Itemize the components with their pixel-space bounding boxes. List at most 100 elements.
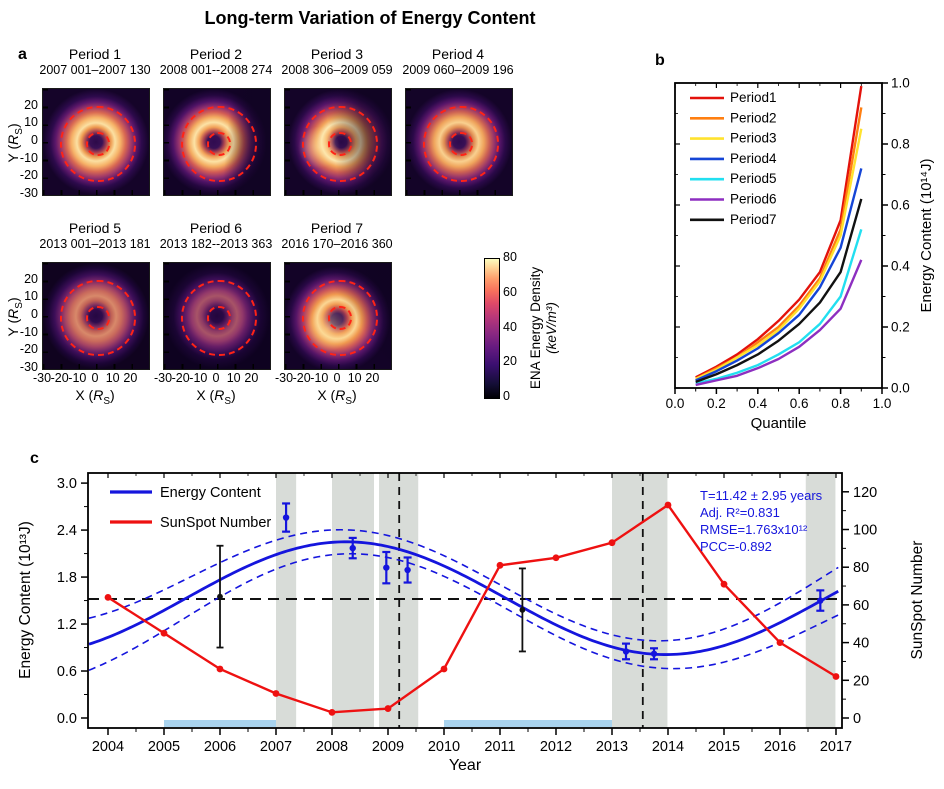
- c-energy-point: [622, 648, 630, 655]
- y-tick-label: 0: [31, 133, 38, 147]
- dashed-circle-outer: [181, 280, 257, 356]
- c-left-tick: 1.8: [57, 570, 77, 586]
- x-tick-label: -20: [292, 371, 311, 385]
- b-legend-label: Period3: [730, 131, 777, 146]
- b-x-tick: 0.6: [790, 396, 809, 411]
- c-sunspot-point: [552, 554, 560, 562]
- heatmap: [284, 262, 392, 370]
- x-tick-label: -30: [32, 371, 52, 385]
- b-legend-label: Period4: [730, 151, 777, 166]
- b-legend-label: Period5: [730, 171, 777, 186]
- c-x-tick: 2012: [540, 739, 572, 755]
- c-energy-point: [282, 514, 290, 521]
- c-x-tick: 2016: [764, 739, 796, 755]
- dashed-circle-outer: [302, 106, 378, 182]
- dashed-circle-inner: [86, 306, 110, 330]
- c-sunspot-point: [496, 561, 504, 569]
- period-dates: 2008 306–2009 059: [281, 63, 393, 77]
- c-sunspot-point: [160, 629, 168, 637]
- period-title: Period 3: [310, 46, 364, 62]
- colorbar-tick-label: 20: [503, 354, 517, 369]
- c-right-tick: 0: [853, 711, 861, 727]
- x-tick-label: 10: [105, 371, 120, 385]
- b-y-axis-title: Energy Content (10¹⁴J): [918, 158, 935, 312]
- colorbar-tick-label: 80: [503, 250, 517, 264]
- c-x-tick: 2005: [148, 739, 180, 755]
- period-dates: 2007 001–2007 130: [39, 63, 151, 77]
- c-x-tick: 2008: [316, 739, 348, 755]
- y-tick-label: 10: [24, 289, 38, 304]
- dashed-circle-outer: [60, 280, 136, 356]
- b-y-tick: 0.8: [891, 137, 910, 152]
- b-y-tick: 0.2: [891, 320, 910, 335]
- period-title: Period 5: [68, 220, 122, 236]
- c-sunspot-point: [664, 501, 672, 509]
- dashed-circle-inner: [449, 132, 473, 156]
- dashed-circle-outer: [302, 280, 378, 356]
- c-sunspot-point: [216, 665, 224, 673]
- panel-c-label: c: [30, 450, 39, 467]
- heatmap: [163, 88, 271, 196]
- c-left-tick: 1.2: [57, 617, 77, 633]
- c-left-tick: 0.6: [57, 664, 77, 680]
- x-tick-label: -20: [171, 371, 190, 385]
- y-tick-label: 0: [31, 307, 38, 321]
- period-title: Period 2: [189, 46, 243, 62]
- c-right-tick: 20: [853, 673, 869, 689]
- panel-a-label: a: [18, 46, 27, 63]
- c-right-tick: 100: [853, 523, 877, 539]
- y-tick-label: -10: [19, 324, 38, 339]
- period-dates: 2008 001--2008 274: [159, 63, 273, 77]
- c-right-tick: 120: [853, 485, 877, 501]
- c-right-axis-title: SunSpot Number: [909, 541, 926, 660]
- panel-c-timeseries-chart: 2004 2005 2006 2007 2008 2009 2010 2011 2012 2013…: [17, 472, 926, 774]
- c-annotation-line: Adj. R²=0.831: [700, 505, 780, 520]
- c-period-band: [612, 473, 668, 728]
- heatmap: [42, 88, 150, 196]
- c-sunspot-point: [720, 580, 728, 588]
- period-title: Period 4: [431, 46, 485, 62]
- b-legend-label: Period6: [730, 192, 777, 207]
- b-series-Period6: [695, 259, 863, 387]
- x-axis-title: X (RS): [196, 387, 236, 407]
- c-right-tick: 60: [853, 598, 869, 614]
- x-tick-label: 0: [212, 371, 220, 385]
- y-tick-label: 10: [24, 115, 38, 130]
- b-x-tick: 1.0: [873, 396, 892, 411]
- b-series-Period1: [695, 85, 863, 379]
- c-x-tick: 2014: [652, 739, 684, 755]
- c-sunspot-point: [104, 593, 112, 601]
- period-dates: 2013 182--2013 363: [159, 237, 273, 251]
- y-tick-label: -20: [19, 168, 38, 183]
- b-series-Period3: [695, 128, 863, 380]
- c-left-tick: 3.0: [57, 476, 77, 492]
- period-title: Period 1: [68, 46, 122, 62]
- c-x-tick: 2010: [428, 739, 460, 755]
- x-tick-label: 10: [347, 371, 362, 385]
- dashed-circle-outer: [423, 106, 499, 182]
- dashed-circle-inner: [207, 306, 231, 330]
- x-tick-label: -10: [189, 371, 208, 385]
- y-tick-label: -20: [19, 342, 38, 357]
- y-tick-label: 20: [24, 271, 38, 286]
- c-x-tick: 2004: [92, 739, 124, 755]
- c-x-tick: 2011: [484, 739, 515, 755]
- c-energy-point: [383, 564, 390, 571]
- c-legend-label: Energy Content: [160, 485, 261, 501]
- panel-b-label: b: [655, 52, 665, 69]
- panel-b-quantile-chart: 0.0 0.2 0.4 0.6 0.8 1.00.00.20.40.60.81.0Peri…: [666, 76, 935, 433]
- c-sunspot-point: [384, 705, 392, 712]
- b-x-axis-title: Quantile: [751, 415, 807, 432]
- c-left-tick: 2.4: [57, 523, 77, 539]
- c-x-tick: 2015: [708, 739, 740, 755]
- b-series-Period4: [695, 168, 863, 382]
- colorbar: [484, 258, 500, 399]
- period-dates: 2009 060–2009 196: [402, 63, 514, 77]
- period-title: Period 6: [189, 220, 243, 236]
- x-tick-label: -10: [68, 371, 87, 385]
- c-sunspot-point: [328, 708, 336, 716]
- dashed-circle-inner: [86, 132, 110, 156]
- c-x-tick: 2013: [596, 739, 628, 755]
- c-left-axis-title: Energy Content (10¹³J): [17, 521, 34, 679]
